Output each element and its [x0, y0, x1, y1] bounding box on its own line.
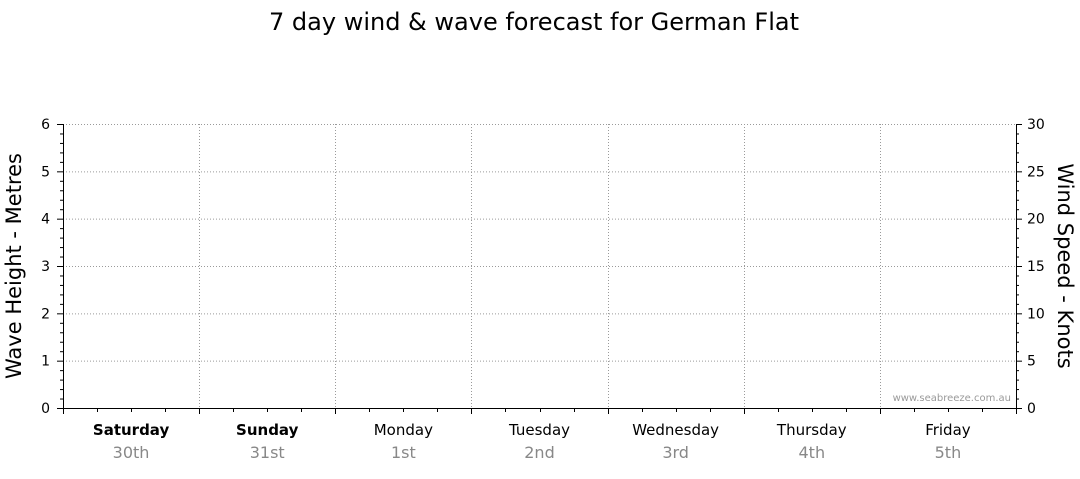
y-left-tick-label: 1 — [41, 354, 50, 370]
day-name-label: Monday — [374, 421, 433, 439]
day-name-label: Friday — [925, 421, 971, 439]
day-name-label: Sunday — [236, 421, 299, 439]
y-right-tick-label: 20 — [1027, 212, 1045, 228]
y-left-tick-label: 5 — [41, 164, 50, 180]
y-axis-right-label: Wind Speed - Knots — [1053, 163, 1077, 368]
y-right-tick-label: 10 — [1027, 306, 1045, 322]
y-axis-left-ticks: 0 1 2 3 4 5 6 — [41, 117, 63, 417]
grid-lines — [63, 124, 1016, 408]
y-right-tick-label: 0 — [1027, 401, 1036, 417]
y-right-tick-label: 30 — [1027, 117, 1045, 133]
watermark: www.seabreeze.com.au — [893, 393, 1011, 404]
y-axis-right-ticks: 0 5 10 15 20 25 30 — [1016, 117, 1045, 417]
day-date-label: 1st — [391, 443, 416, 462]
chart-title: 7 day wind & wave forecast for German Fl… — [269, 8, 799, 36]
day-name-label: Saturday — [93, 421, 170, 439]
y-left-tick-label: 6 — [41, 117, 50, 133]
y-right-tick-label: 15 — [1027, 259, 1045, 275]
y-left-tick-label: 3 — [41, 259, 50, 275]
y-left-tick-label: 4 — [41, 212, 50, 228]
day-name-label: Wednesday — [632, 421, 719, 439]
day-date-label: 4th — [798, 443, 825, 462]
x-axis-day-labels: Saturday 30th Sunday 31st Monday 1st Tuesday 2n… — [93, 421, 971, 462]
day-date-label: 5th — [935, 443, 962, 462]
day-date-label: 31st — [250, 443, 285, 462]
day-name-label: Thursday — [776, 421, 847, 439]
day-date-label: 2nd — [524, 443, 554, 462]
y-left-tick-label: 0 — [41, 401, 50, 417]
y-right-tick-label: 5 — [1027, 354, 1036, 370]
y-right-tick-label: 25 — [1027, 164, 1045, 180]
day-date-label: 30th — [113, 443, 150, 462]
y-axis-left-label: Wave Height - Metres — [2, 153, 26, 379]
axes — [63, 124, 1017, 414]
y-left-tick-label: 2 — [41, 306, 50, 322]
day-date-label: 3rd — [662, 443, 689, 462]
day-name-label: Tuesday — [508, 421, 570, 439]
